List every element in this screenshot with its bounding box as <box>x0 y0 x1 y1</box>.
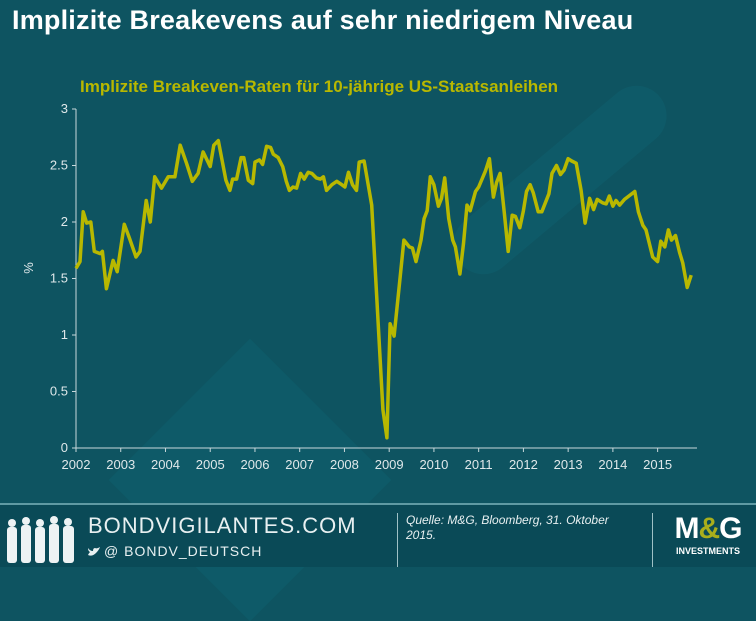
y-tick-label: 0 <box>61 440 68 455</box>
x-tick-label: 2006 <box>241 457 270 472</box>
mg-logo: M&G INVESTMENTS <box>664 513 752 565</box>
x-tick-label: 2004 <box>151 457 180 472</box>
x-tick-label: 2013 <box>554 457 583 472</box>
y-axis-label: % <box>21 262 36 274</box>
y-tick-label: 2 <box>61 214 68 229</box>
divider <box>652 513 653 567</box>
source-note: Quelle: M&G, Bloomberg, 31. Oktober 2015… <box>406 513 609 542</box>
y-tick-label: 1.5 <box>50 271 68 286</box>
divider <box>397 513 398 567</box>
x-tick-label: 2012 <box>509 457 538 472</box>
x-tick-label: 2015 <box>643 457 672 472</box>
y-tick-label: 1 <box>61 327 68 342</box>
x-tick-label: 2010 <box>419 457 448 472</box>
x-tick-label: 2008 <box>330 457 359 472</box>
logo-subtitle: INVESTMENTS <box>675 546 740 556</box>
x-tick-label: 2007 <box>285 457 314 472</box>
series-line <box>74 138 693 440</box>
people-silhouette-icon <box>7 516 74 563</box>
twitter-handle[interactable]: @ BONDV_DEUTSCH <box>88 543 262 560</box>
page-title: Implizite Breakevens auf sehr niedrigem … <box>12 5 634 35</box>
x-tick-label: 2002 <box>62 457 91 472</box>
twitter-icon <box>88 546 100 556</box>
x-tick-label: 2005 <box>196 457 225 472</box>
twitter-handle-text: @ BONDV_DEUTSCH <box>104 543 263 559</box>
y-tick-label: 3 <box>61 101 68 116</box>
footer: BONDVIGILANTES.COM @ BONDV_DEUTSCH Quell… <box>0 503 756 567</box>
y-tick-label: 2.5 <box>50 158 68 173</box>
x-tick-label: 2009 <box>375 457 404 472</box>
logo-text: M&G <box>674 512 742 545</box>
line-chart: 0 0.5 1 1.5 2 2.5 3 2002 2003 2004 2005 2006 2007 200… <box>21 101 697 472</box>
x-tick-label: 2014 <box>598 457 627 472</box>
x-tick-label: 2003 <box>106 457 135 472</box>
brand-link[interactable]: BONDVIGILANTES.COM <box>88 513 357 538</box>
x-tick-label: 2011 <box>465 457 493 472</box>
chart-title: Implizite Breakeven-Raten für 10-jährige… <box>80 77 559 96</box>
y-tick-label: 0.5 <box>50 384 68 399</box>
